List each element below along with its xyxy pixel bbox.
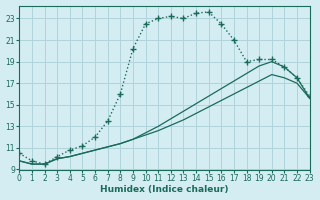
X-axis label: Humidex (Indice chaleur): Humidex (Indice chaleur) bbox=[100, 185, 229, 194]
